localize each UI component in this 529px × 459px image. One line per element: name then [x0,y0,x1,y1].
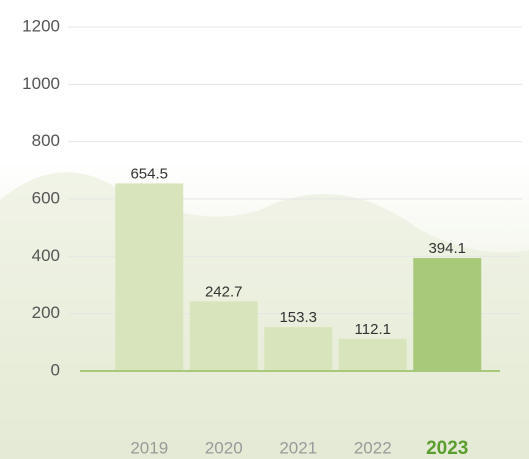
value-label: 112.1 [355,321,391,338]
chart: 0 200 400 600 800 1000 1200 2019 654.5 2020 242.7 2… [0,0,529,459]
bar [190,301,258,371]
bar [264,327,332,371]
y-tick-label: 0 [51,360,60,379]
bar [339,339,407,371]
y-tick-label: 400 [32,246,60,265]
bar [115,183,183,371]
x-tick-label: 2022 [354,438,392,457]
value-label: 153.3 [279,309,317,326]
x-tick-label: 2021 [279,438,317,457]
x-tick-label: 2023 [426,438,468,459]
x-tick-label: 2019 [130,438,168,457]
y-tick-label: 200 [32,303,60,322]
x-tick-label: 2020 [205,438,243,457]
y-tick-label: 1200 [22,16,60,35]
bar [413,258,481,371]
y-tick-label: 1000 [22,74,60,93]
y-tick-label: 800 [32,131,60,150]
value-label: 394.1 [428,240,466,257]
value-label: 242.7 [205,283,243,300]
value-label: 654.5 [130,165,168,182]
y-tick-label: 600 [32,188,60,207]
